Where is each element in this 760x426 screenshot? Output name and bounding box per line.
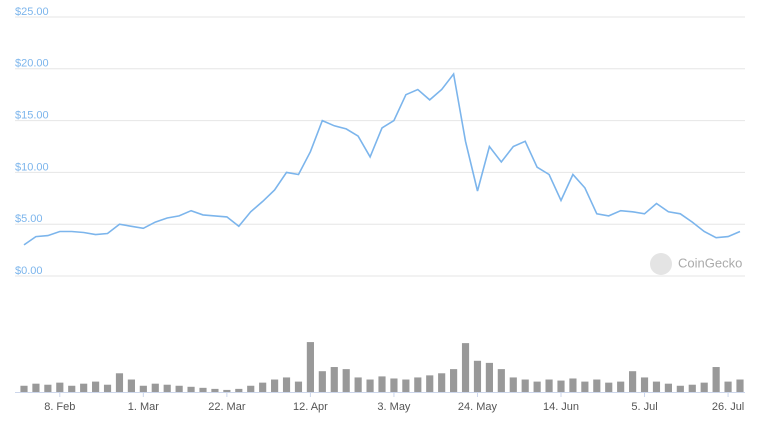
volume-bar <box>605 382 613 392</box>
volume-bar <box>151 383 159 392</box>
volume-bar <box>461 343 470 392</box>
volume-bar <box>521 379 529 392</box>
volume-bar <box>629 371 637 392</box>
volume-bar <box>652 381 661 392</box>
volume-bar <box>247 385 255 392</box>
x-tick-label: 3. May <box>377 401 411 413</box>
volume-bar <box>103 384 112 392</box>
volume-bar <box>235 388 243 392</box>
x-tick-label: 22. Mar <box>208 401 246 413</box>
volume-bar <box>306 342 314 392</box>
watermark-logo <box>650 253 672 275</box>
volume-bar <box>688 384 696 392</box>
volume-bar <box>617 381 625 392</box>
volume-bar <box>724 381 732 392</box>
volume-bar <box>712 367 720 392</box>
watermark-text: CoinGecko <box>678 255 742 270</box>
x-tick-label: 26. Jul <box>712 401 744 413</box>
volume-bar <box>354 377 362 392</box>
volume-bar <box>92 381 100 392</box>
volume-bar <box>32 383 40 392</box>
volume-bar <box>282 377 291 392</box>
price-line <box>23 72 741 246</box>
volume-bar <box>378 376 386 392</box>
volume-bar <box>676 385 684 392</box>
volume-bar <box>211 388 219 392</box>
volume-bar <box>187 386 195 392</box>
volume-bar <box>259 382 267 392</box>
x-tick-label: 5. Jul <box>631 401 657 413</box>
volume-bar <box>545 379 553 392</box>
volume-bar <box>473 360 482 392</box>
volume-bar <box>736 379 744 392</box>
volume-bar <box>509 377 517 392</box>
volume-bar <box>175 385 183 392</box>
y-tick-label: $25.00 <box>15 6 49 18</box>
y-tick-label: $20.00 <box>15 58 49 70</box>
volume-bar <box>533 381 541 392</box>
volume-bar <box>139 385 147 392</box>
volume-bar <box>700 382 708 392</box>
x-tick-label: 1. Mar <box>128 401 160 413</box>
volume-bar <box>581 381 589 392</box>
volume-bar <box>426 375 434 392</box>
volume-bar <box>56 382 64 392</box>
volume-bar <box>593 379 601 392</box>
volume-bar <box>80 383 88 392</box>
volume-bar <box>44 384 52 392</box>
y-tick-label: $0.00 <box>15 265 43 277</box>
volume-bar <box>390 378 398 392</box>
volume-bar <box>402 379 410 392</box>
volume-bar <box>664 383 672 392</box>
volume-bar <box>557 380 565 392</box>
watermark: CoinGecko <box>650 253 742 275</box>
volume-bar <box>127 379 135 392</box>
volume-bar <box>485 362 493 392</box>
x-tick-label: 14. Jun <box>543 401 579 413</box>
volume-bar <box>294 381 303 392</box>
volume-bar <box>342 369 350 392</box>
volume-bar <box>223 389 231 392</box>
volume-bar <box>366 379 374 392</box>
volume-bar <box>68 385 76 392</box>
y-tick-label: $5.00 <box>15 213 43 225</box>
volume-bar <box>318 371 326 392</box>
volume-bar <box>271 379 279 392</box>
y-tick-label: $10.00 <box>15 161 49 173</box>
volume-bar <box>414 377 422 392</box>
volume-bar <box>450 369 458 392</box>
volume-bar <box>569 378 577 392</box>
x-tick-label: 24. May <box>458 401 498 413</box>
y-tick-label: $15.00 <box>15 110 49 122</box>
volume-bar <box>163 384 171 392</box>
x-tick-label: 8. Feb <box>44 401 75 413</box>
volume-bar <box>640 377 649 392</box>
volume-bar <box>330 367 338 392</box>
volume-bar <box>497 369 505 392</box>
volume-bar <box>115 373 124 392</box>
volume-bar <box>20 385 28 392</box>
x-tick-label: 12. Apr <box>293 401 328 413</box>
volume-bar <box>438 373 446 392</box>
volume-bar <box>199 387 207 392</box>
